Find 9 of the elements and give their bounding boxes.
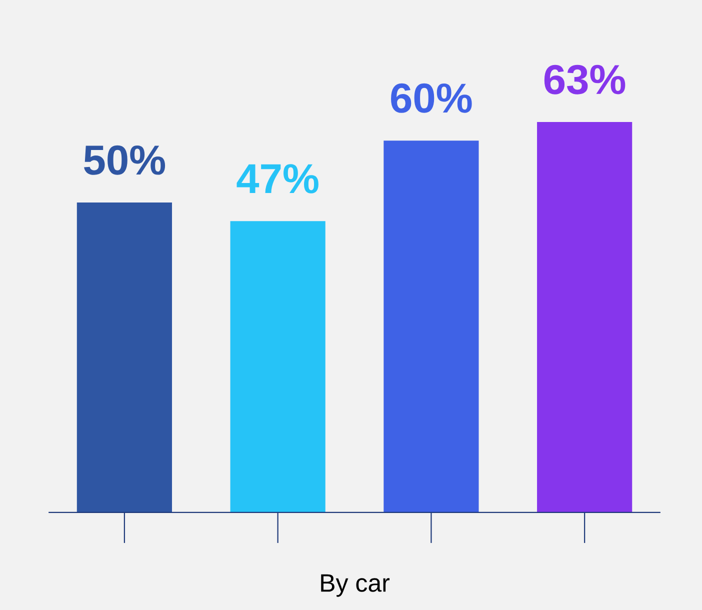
bar bbox=[230, 221, 326, 512]
data-label: 47% bbox=[236, 164, 318, 194]
data-label: 60% bbox=[391, 83, 472, 113]
bar bbox=[537, 122, 632, 512]
x-axis-title: By car bbox=[321, 574, 390, 597]
data-label: 50% bbox=[84, 145, 166, 175]
bar bbox=[384, 140, 479, 512]
data-label: 63% bbox=[544, 64, 626, 94]
bar bbox=[76, 202, 172, 512]
